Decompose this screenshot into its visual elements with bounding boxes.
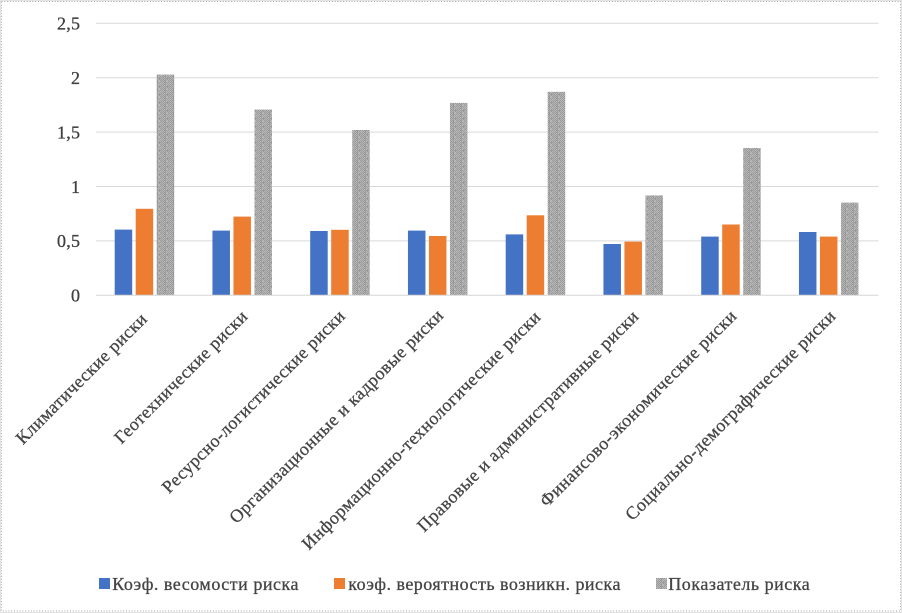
svg-text:1: 1 [71, 177, 80, 197]
svg-text:0,5: 0,5 [57, 231, 80, 251]
svg-text:2,5: 2,5 [57, 14, 80, 34]
svg-text:0: 0 [71, 286, 80, 306]
svg-text:коэф. вероятность возникн. рис: коэф. вероятность возникн. риска [348, 574, 620, 594]
svg-text:Показатель риска: Показатель риска [668, 574, 810, 594]
svg-text:2: 2 [71, 68, 80, 88]
svg-text:1,5: 1,5 [57, 122, 80, 142]
svg-text:Коэф. весомости риска: Коэф. весомости риска [112, 574, 298, 594]
